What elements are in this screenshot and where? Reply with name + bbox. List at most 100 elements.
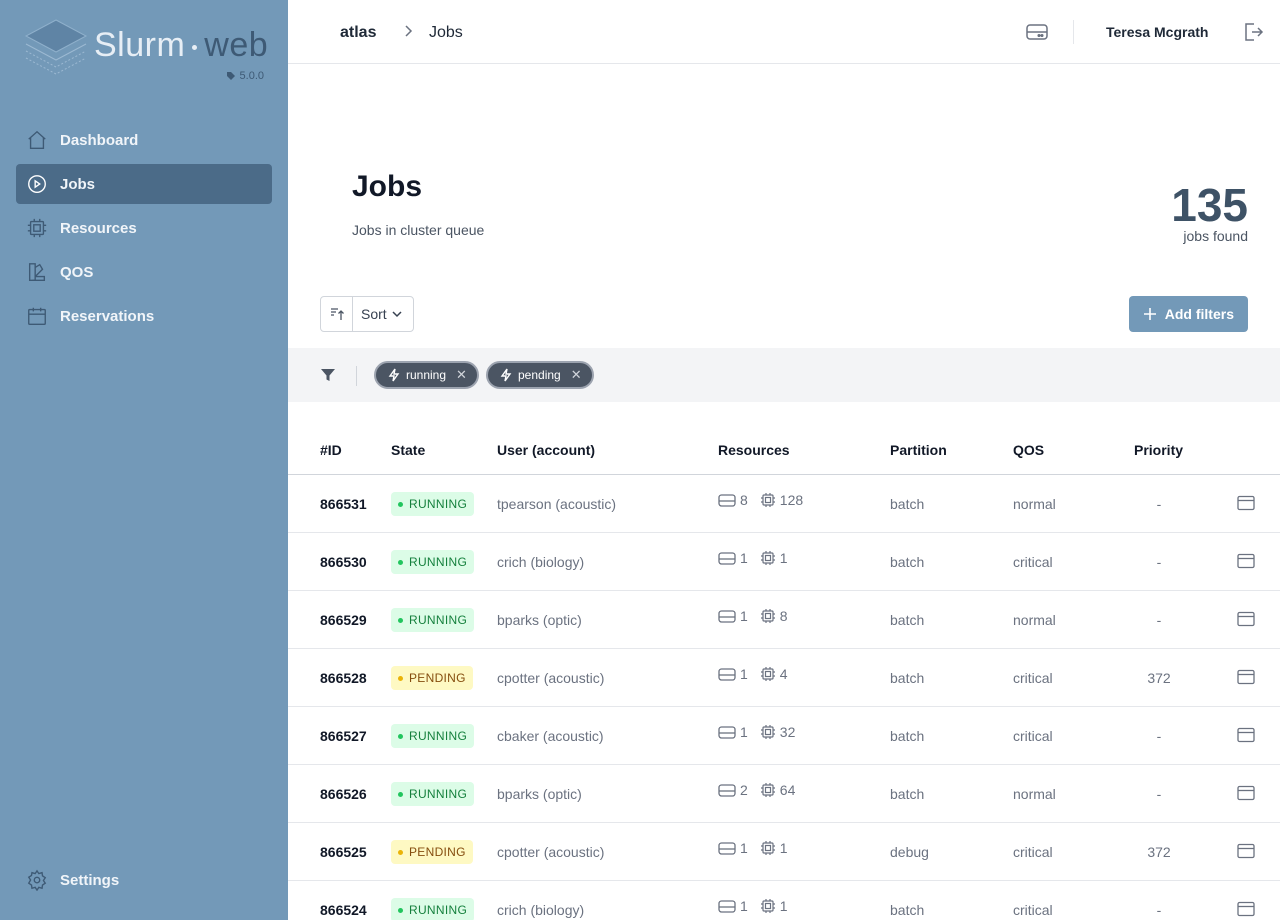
server-icon	[718, 842, 736, 855]
job-id[interactable]: 866525	[320, 844, 367, 860]
sidebar-item-dashboard[interactable]: Dashboard	[16, 120, 272, 160]
active-filters-bar: running ✕ pending ✕	[288, 348, 1280, 402]
job-details-button[interactable]	[1237, 611, 1255, 632]
cpu-chip-icon	[760, 841, 775, 855]
job-resources: 1 1	[718, 840, 788, 856]
window-icon	[1237, 785, 1255, 801]
table-row[interactable]: 866527 RUNNING cbaker (acoustic) 1 32 ba…	[288, 707, 1280, 765]
job-details-button[interactable]	[1237, 727, 1255, 748]
cpu-chip-icon	[760, 609, 775, 623]
job-partition: batch	[890, 728, 925, 744]
job-id[interactable]: 866527	[320, 728, 367, 744]
sort-order-button[interactable]	[321, 297, 353, 331]
logout-button[interactable]	[1242, 20, 1264, 49]
cpu-chip-icon	[760, 783, 775, 797]
column-header-qos[interactable]: QOS	[1013, 442, 1045, 458]
sidebar-item-label: Settings	[60, 871, 120, 889]
window-icon	[1237, 901, 1255, 917]
job-resources: 8 128	[718, 492, 803, 508]
job-id[interactable]: 866530	[320, 554, 367, 570]
cpu-chip-icon	[27, 218, 47, 238]
table-row[interactable]: 866524 RUNNING crich (biology) 1 1 batch…	[288, 881, 1280, 920]
swatch-icon	[28, 263, 46, 281]
job-details-button[interactable]	[1237, 495, 1255, 516]
column-header-user[interactable]: User (account)	[497, 442, 596, 458]
logo-layers-icon	[24, 19, 88, 75]
job-details-button[interactable]	[1237, 785, 1255, 806]
job-user: cbaker (acoustic)	[497, 728, 604, 744]
server-icon	[718, 900, 736, 913]
column-header-resources[interactable]: Resources	[718, 442, 790, 458]
table-row[interactable]: 866528 PENDING cpotter (acoustic) 1 4 ba…	[288, 649, 1280, 707]
job-qos: critical	[1013, 554, 1053, 570]
job-user: crich (biology)	[497, 554, 585, 570]
calendar-icon	[28, 307, 46, 325]
tag-icon	[226, 72, 235, 80]
jobs-count-label: jobs found	[1183, 228, 1248, 244]
cpu-chip-icon	[760, 725, 775, 739]
server-icon	[718, 552, 736, 565]
column-header-state[interactable]: State	[391, 442, 426, 458]
user-name[interactable]: Teresa Mcgrath	[1106, 24, 1209, 40]
version-badge: 5.0.0	[226, 70, 264, 82]
job-qos: critical	[1013, 728, 1053, 744]
jobs-table-header: #ID State User (account) Resources Parti…	[288, 426, 1280, 475]
sidebar-item-settings[interactable]: Settings	[16, 860, 272, 900]
app-logo[interactable]: Slurm web 5.0.0	[24, 18, 272, 82]
column-header-priority[interactable]: Priority	[1134, 442, 1184, 458]
job-qos: critical	[1013, 844, 1053, 860]
job-resources: 1 32	[718, 724, 795, 740]
sidebar-item-resources[interactable]: Resources	[16, 208, 272, 248]
job-id[interactable]: 866529	[320, 612, 367, 628]
sidebar-item-qos[interactable]: QOS	[16, 252, 272, 292]
job-resources: 1 1	[718, 898, 788, 914]
page-title: Jobs	[352, 170, 423, 203]
job-id[interactable]: 866526	[320, 786, 367, 802]
breadcrumb-cluster[interactable]: atlas	[340, 24, 377, 41]
job-details-button[interactable]	[1237, 843, 1255, 864]
window-icon	[1237, 669, 1255, 685]
column-header-id[interactable]: #ID	[320, 442, 342, 458]
job-details-button[interactable]	[1237, 901, 1255, 920]
sidebar-item-jobs[interactable]: Jobs	[16, 164, 272, 204]
app-name: Slurm web	[94, 26, 269, 64]
table-row[interactable]: 866530 RUNNING crich (biology) 1 1 batch…	[288, 533, 1280, 591]
filter-chip-label: pending	[518, 368, 561, 382]
job-user: cpotter (acoustic)	[497, 670, 605, 686]
bolt-icon	[388, 368, 400, 382]
close-icon[interactable]: ✕	[456, 367, 467, 382]
sidebar-item-label: Dashboard	[60, 131, 139, 149]
sort-dropdown[interactable]: Sort	[353, 297, 413, 331]
filter-chip-label: running	[406, 368, 447, 382]
job-details-button[interactable]	[1237, 553, 1255, 574]
add-filters-button[interactable]: Add filters	[1128, 296, 1248, 332]
close-icon[interactable]: ✕	[570, 367, 582, 382]
job-priority: -	[1156, 612, 1162, 628]
job-qos: critical	[1013, 670, 1053, 686]
cluster-selector-button[interactable]	[1024, 20, 1050, 49]
table-row[interactable]: 866531 RUNNING tpearson (acoustic) 8 128…	[288, 475, 1280, 533]
breadcrumb-page: Jobs	[429, 24, 463, 41]
job-resources: 1 1	[718, 550, 788, 566]
filter-chip-running[interactable]: running ✕	[374, 361, 479, 389]
sort-control: Sort	[320, 296, 414, 332]
divider	[1073, 20, 1074, 44]
job-priority: 372	[1147, 844, 1171, 860]
column-header-partition[interactable]: Partition	[890, 442, 947, 458]
job-priority: -	[1156, 554, 1162, 570]
status-badge: RUNNING	[391, 898, 475, 920]
sidebar-item-reservations[interactable]: Reservations	[16, 296, 272, 336]
job-details-button[interactable]	[1237, 669, 1255, 690]
gear-icon	[27, 869, 47, 891]
table-row[interactable]: 866525 PENDING cpotter (acoustic) 1 1 de…	[288, 823, 1280, 881]
job-qos: normal	[1013, 786, 1056, 802]
table-row[interactable]: 866526 RUNNING bparks (optic) 2 64 batch…	[288, 765, 1280, 823]
chevron-down-icon	[392, 311, 402, 318]
top-bar: atlas Jobs Teresa Mcgrath	[288, 0, 1280, 64]
job-id[interactable]: 866528	[320, 670, 367, 686]
funnel-icon	[321, 369, 335, 381]
filter-chip-pending[interactable]: pending ✕	[486, 361, 594, 389]
job-id[interactable]: 866531	[320, 496, 367, 512]
table-row[interactable]: 866529 RUNNING bparks (optic) 1 8 batch …	[288, 591, 1280, 649]
job-id[interactable]: 866524	[320, 902, 367, 918]
